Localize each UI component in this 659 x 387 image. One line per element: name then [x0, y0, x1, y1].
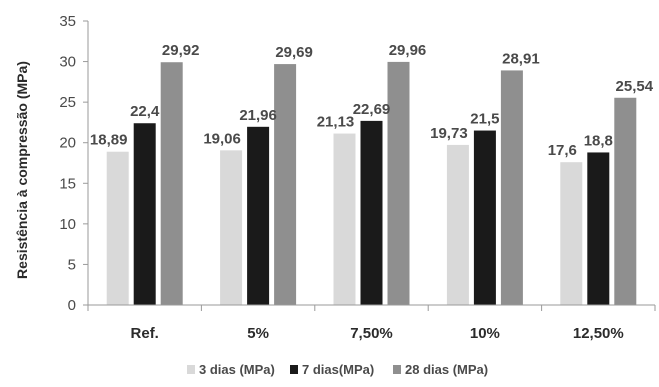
bar: [560, 162, 583, 305]
data-label: 28,91: [502, 50, 540, 67]
y-tick-label: 30: [59, 54, 76, 71]
data-label: 21,13: [317, 114, 355, 131]
legend-swatch: [290, 365, 298, 374]
legend: 3 dias (MPa) 7 dias(MPa) 28 dias (MPa): [187, 362, 488, 377]
bar: [360, 120, 383, 305]
axes-group: [87, 21, 656, 311]
data-label: 25,54: [616, 78, 654, 95]
legend-label: 28 dias (MPa): [405, 362, 488, 377]
category-label: 5%: [247, 325, 269, 342]
data-label: 19,73: [430, 125, 468, 142]
bar: [333, 133, 356, 305]
category-label: 10%: [470, 325, 500, 342]
data-label: 22,69: [353, 101, 391, 118]
data-label: 18,89: [90, 132, 128, 149]
bar: [387, 61, 410, 306]
legend-swatch: [187, 365, 195, 374]
category-label: 12,50%: [573, 325, 624, 342]
data-label: 29,69: [275, 44, 313, 61]
bar: [446, 144, 469, 305]
data-label: 22,4: [130, 103, 160, 120]
y-axis-title: Resistência à compressão (MPa): [14, 61, 30, 279]
y-tick-label: 20: [59, 135, 76, 152]
category-labels-group: Ref. 5% 7,50% 10% 12,50%: [131, 325, 624, 342]
bar: [473, 130, 496, 305]
y-tick-label: 10: [59, 216, 76, 233]
bar: [587, 152, 610, 305]
data-label: 17,6: [548, 142, 577, 159]
category-label: Ref.: [131, 325, 159, 342]
legend-label: 7 dias(MPa): [302, 362, 374, 377]
data-label: 21,5: [470, 111, 499, 128]
bar: [274, 64, 297, 306]
y-tick-label: 15: [59, 175, 76, 192]
legend-swatch: [393, 365, 401, 374]
bar: [220, 150, 243, 305]
bar: [614, 97, 637, 306]
bar: [500, 70, 523, 305]
y-tick-label: 35: [59, 13, 76, 30]
y-tick-label: 0: [68, 297, 76, 314]
bar: [133, 123, 156, 306]
category-label: 7,50%: [350, 325, 393, 342]
data-label: 29,96: [389, 42, 427, 59]
data-label: 21,96: [239, 107, 277, 124]
bars-group: [106, 61, 637, 306]
bar: [106, 151, 129, 305]
y-tick-label: 5: [68, 256, 76, 273]
data-label: 19,06: [203, 130, 241, 147]
data-label: 29,92: [162, 42, 200, 59]
data-label: 18,8: [584, 132, 613, 149]
bar: [247, 126, 270, 305]
legend-label: 3 dias (MPa): [199, 362, 275, 377]
bar: [160, 62, 183, 306]
y-axis-ticks: 0 5 10 15 20 25 30 35: [59, 13, 88, 314]
y-tick-label: 25: [59, 94, 76, 111]
